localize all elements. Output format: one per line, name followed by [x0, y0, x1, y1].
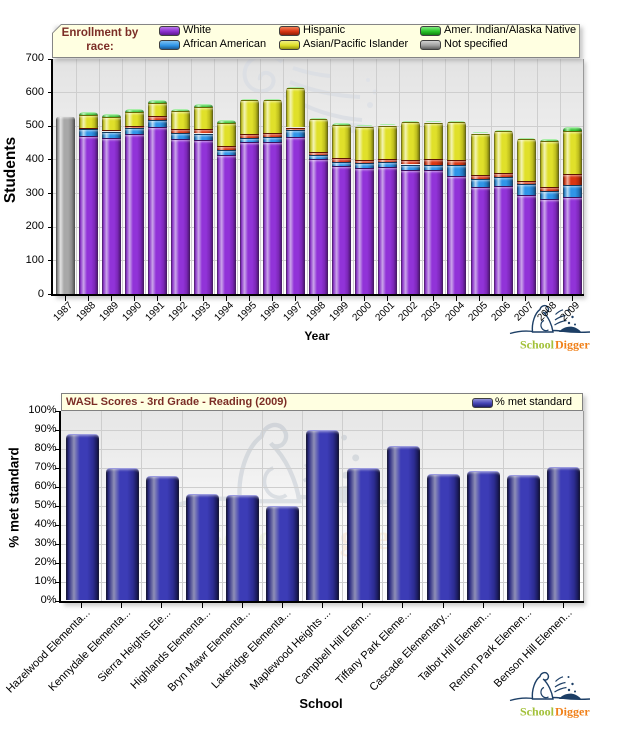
- svg-text:SchoolDigger: SchoolDigger: [520, 705, 590, 719]
- svg-text:SchoolDigger: SchoolDigger: [520, 338, 590, 352]
